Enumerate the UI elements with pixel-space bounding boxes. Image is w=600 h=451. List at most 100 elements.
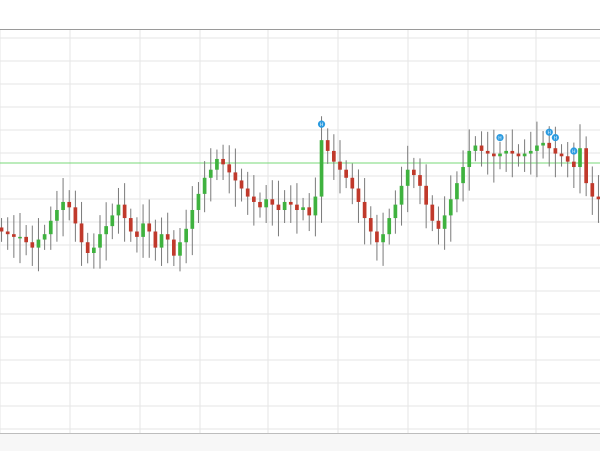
event-marker-icon [545, 128, 553, 136]
candle-up [528, 150, 533, 154]
candle-down [276, 204, 281, 211]
candle-up [116, 204, 121, 216]
candle-down [165, 234, 170, 240]
candle-down [128, 218, 133, 232]
candle-down [24, 236, 28, 243]
event-marker-icon [551, 133, 559, 142]
candle-down [67, 201, 72, 208]
candle-down [559, 153, 564, 157]
candle-down [356, 188, 361, 202]
candle-down [325, 140, 330, 151]
candle-down [5, 231, 10, 235]
candle-down [85, 242, 90, 253]
event-marker-label: H [554, 135, 557, 141]
candle-up [110, 215, 115, 227]
candle-down [584, 148, 588, 184]
candle-down [221, 158, 225, 165]
event-marker-icon [317, 120, 326, 128]
candle-down [332, 150, 336, 162]
event-marker-label: H [320, 122, 323, 128]
candle-up [313, 196, 318, 216]
candle-down [565, 156, 570, 162]
candle-down [350, 177, 355, 189]
candle-up [541, 142, 545, 146]
candle-down [73, 207, 78, 224]
candle-up [264, 199, 268, 208]
candle-down [270, 199, 275, 205]
chart-toolbar [0, 0, 600, 30]
candle-down [338, 161, 342, 170]
event-marker-label: H [548, 130, 551, 136]
candle-down [572, 161, 576, 168]
plot-background [0, 30, 600, 433]
candle-up [61, 201, 65, 211]
candle-down [30, 242, 35, 248]
candle-up [381, 234, 385, 243]
chart-svg[interactable]: HHHHH606:0012:00181906:0012:0018:0020 [0, 30, 600, 433]
candle-up [208, 169, 213, 178]
candle-down [424, 185, 428, 205]
candle-down [510, 150, 515, 154]
candle-up [535, 145, 539, 151]
candle-up [215, 158, 219, 170]
candle-down [172, 239, 176, 256]
candle-up [98, 234, 102, 248]
candle-down [227, 164, 232, 173]
candle-up [159, 234, 164, 248]
candle-up [578, 148, 582, 168]
candle-up [104, 226, 108, 235]
candle-down [258, 201, 262, 208]
candle-down [295, 204, 299, 211]
candle-up [461, 167, 465, 184]
candle-up [190, 210, 195, 229]
candle-down [233, 172, 238, 181]
candle-up [196, 193, 201, 211]
candle-up [55, 210, 59, 221]
candle-up [18, 236, 22, 239]
candle-down [479, 145, 484, 151]
candle-down [239, 180, 244, 189]
candle-down [245, 188, 250, 197]
candle-up [442, 215, 447, 229]
candle-down [79, 223, 84, 243]
candle-down [147, 223, 152, 232]
candle-up [455, 183, 459, 200]
candle-down [344, 169, 348, 178]
candle-up [399, 185, 404, 205]
candle-down [0, 227, 4, 232]
candle-up [141, 223, 145, 237]
candle-down [596, 196, 600, 200]
candle-down [368, 218, 373, 232]
candle-up [405, 169, 410, 186]
candle-up [48, 220, 53, 235]
candle-up [301, 207, 305, 211]
candle-down [516, 153, 521, 157]
candle-down [288, 201, 293, 205]
candle-down [122, 204, 127, 219]
candle-up [92, 247, 96, 253]
candle-down [307, 207, 312, 216]
time-axis [0, 433, 600, 451]
candle-up [393, 204, 398, 219]
candle-up [498, 153, 502, 157]
candle-up [36, 239, 41, 248]
candle-down [252, 196, 256, 202]
candle-down [547, 142, 552, 149]
candle-down [436, 220, 441, 229]
event-marker-label: H [572, 149, 575, 155]
candle-up [473, 145, 478, 151]
candle-down [418, 175, 422, 186]
event-marker-icon [570, 147, 578, 155]
candle-up [184, 228, 188, 243]
candle-down [135, 231, 139, 237]
candle-down [412, 169, 416, 176]
candle-down [12, 234, 16, 237]
candlestick-chart[interactable]: HHHHH606:0012:00181906:0012:0018:0020 [0, 30, 600, 433]
candle-up [522, 153, 527, 157]
candle-down [430, 204, 435, 221]
candle-up [319, 140, 324, 197]
candle-down [590, 183, 595, 197]
candle-down [375, 231, 379, 243]
candle-up [178, 242, 182, 256]
event-marker-icon [496, 133, 504, 142]
